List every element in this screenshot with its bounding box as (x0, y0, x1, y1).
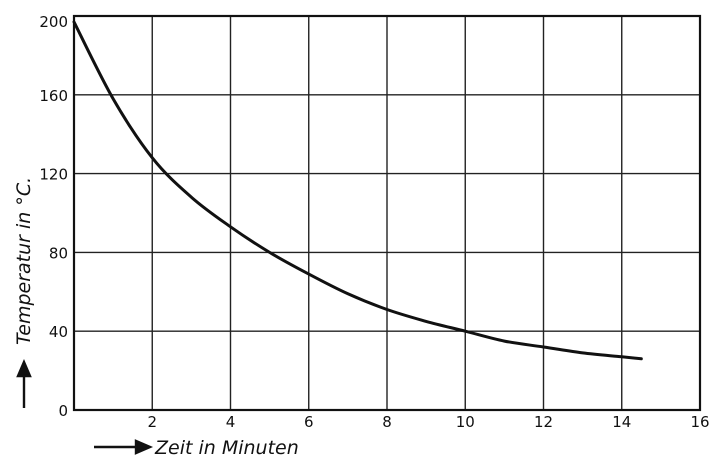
y-tick-label: 200 (39, 13, 68, 31)
x-tick-label: 2 (147, 413, 157, 431)
x-tick-label: 8 (382, 413, 392, 431)
x-tick-label: 14 (612, 413, 631, 431)
y-tick-label: 0 (58, 402, 68, 420)
plot-frame (72, 14, 702, 412)
y-tick-label: 80 (49, 244, 68, 262)
x-axis-label: Zeit in Minuten (154, 437, 299, 459)
x-tick-label: 6 (304, 413, 314, 431)
temperature-curve (72, 20, 643, 361)
x-axis-arrow (94, 439, 154, 455)
x-tick-label: 10 (456, 413, 475, 431)
y-tick-label: 160 (39, 87, 68, 105)
y-axis-arrow (16, 358, 32, 408)
x-tick-label: 4 (226, 413, 236, 431)
series-layer (72, 20, 643, 361)
y-tick-label: 40 (49, 323, 68, 341)
grid-lines (74, 16, 700, 410)
y-axis-label: Temperatur in °C. (13, 177, 35, 345)
x-tick-label: 12 (534, 413, 553, 431)
y-tick-label: 120 (39, 166, 68, 184)
x-tick-label: 16 (690, 413, 709, 431)
